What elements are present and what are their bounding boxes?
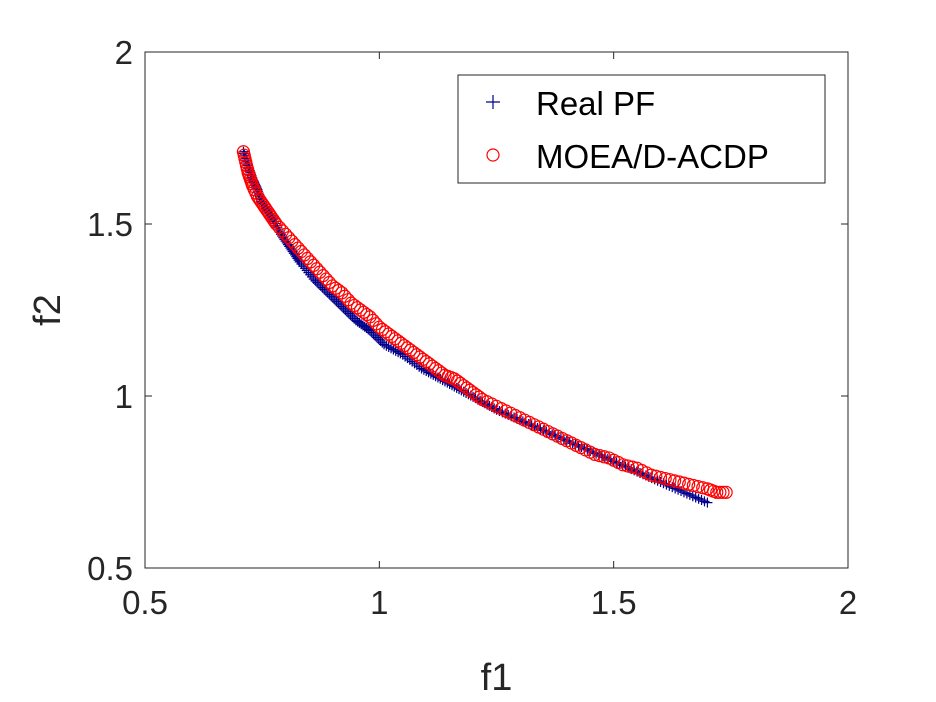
moead-acdp-point (588, 447, 602, 462)
moead-acdp-point (686, 478, 700, 493)
moead-acdp-point (716, 485, 730, 499)
moead-acdp-point (597, 450, 611, 464)
legend: Real PF MOEA/D-ACDP (457, 74, 826, 184)
real-pf-point (702, 497, 713, 508)
moead-acdp-point (663, 473, 677, 487)
moead-acdp-point (644, 468, 658, 482)
axes-box (144, 51, 849, 569)
real-pf-point (390, 345, 401, 356)
legend-marker-moead-acdp (486, 148, 500, 162)
y-tick-label: 1.5 (87, 206, 133, 243)
moead-acdp-point (649, 469, 663, 483)
moead-acdp-point (653, 470, 668, 485)
legend-marker-real-pf (486, 95, 500, 109)
legend-label-moead-acdp: MOEA/D-ACDP (536, 138, 769, 175)
real-pf-point (388, 344, 399, 355)
x-tick-label: 0.5 (122, 584, 168, 621)
moead-acdp-point (682, 477, 696, 491)
series-moead-acdp (236, 145, 733, 499)
moead-acdp-point (625, 460, 640, 474)
real-pf-point (379, 339, 390, 350)
moead-acdp-point (719, 485, 733, 499)
real-pf-point (386, 343, 397, 354)
legend-circle-marker (486, 148, 500, 162)
y-tick-label: 2 (115, 34, 133, 71)
x-tick-label: 1.5 (591, 584, 637, 621)
moead-acdp-point (658, 471, 672, 486)
legend-label-real-pf: Real PF (536, 85, 655, 122)
moead-acdp-point (713, 485, 727, 499)
moead-acdp-point (672, 475, 686, 489)
moead-acdp-point (677, 476, 691, 490)
tick-layer: 0.5 1 1.5 2 0.5 1 1.5 2 (87, 34, 857, 621)
y-tick-label: 1 (115, 378, 133, 415)
y-axis-label: f2 (27, 294, 69, 326)
moead-acdp-point (472, 390, 486, 404)
legend-plus-marker (486, 95, 500, 109)
moead-acdp-point (667, 474, 682, 488)
series-layer (236, 145, 733, 508)
x-tick-label: 1 (370, 584, 388, 621)
moead-acdp-point (621, 459, 635, 473)
y-tick-label: 0.5 (87, 550, 133, 587)
moead-acdp-point (691, 479, 705, 494)
real-pf-point (383, 341, 394, 352)
x-axis-label: f1 (481, 657, 513, 699)
x-tick-label: 2 (839, 584, 857, 621)
legend-box (457, 74, 826, 184)
moead-acdp-point (616, 458, 630, 472)
real-pf-point (381, 340, 392, 351)
real-pf-point (425, 368, 436, 379)
moead-acdp-point (710, 485, 724, 499)
moead-acdp-point (593, 449, 607, 463)
